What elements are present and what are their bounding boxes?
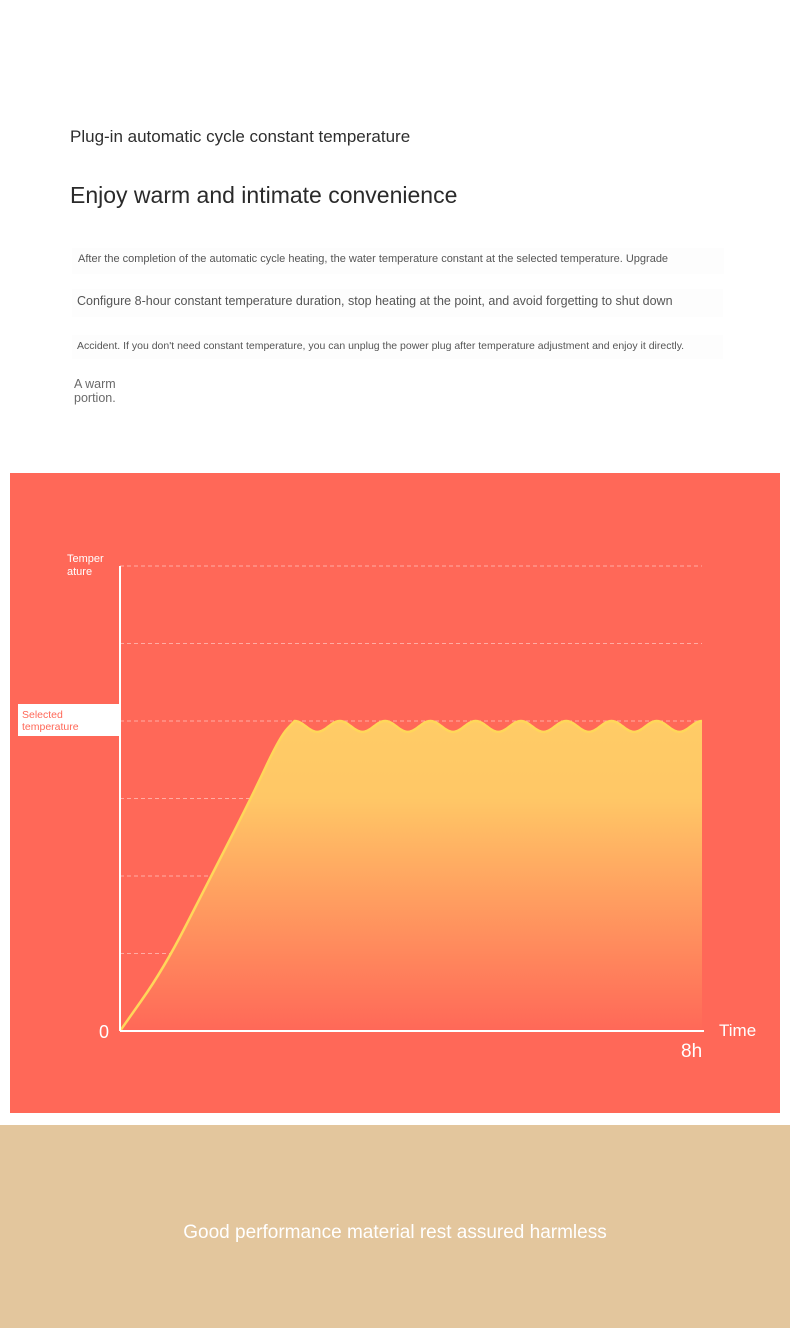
section-subtitle: Plug-in automatic cycle constant tempera… bbox=[70, 127, 411, 146]
selected-temperature-label-line-1: Selected bbox=[22, 709, 63, 721]
selected-temperature-box bbox=[18, 704, 120, 736]
temperature-curve bbox=[118, 719, 703, 1032]
footer-text: Good performance material rest assured h… bbox=[183, 1222, 607, 1243]
footer-banner bbox=[0, 1125, 790, 1328]
y-axis-label-line-1: Temper bbox=[67, 553, 104, 565]
x-axis-label: Time bbox=[719, 1021, 756, 1040]
intro-section: Plug-in automatic cycle constant tempera… bbox=[0, 0, 790, 470]
temperature-chart: Temper ature 0 Time 8h Selected temperat… bbox=[18, 553, 756, 1062]
selected-temperature-label-line-2: temperature bbox=[22, 721, 79, 733]
y-origin-label: 0 bbox=[99, 1022, 109, 1042]
x-end-tick-label: 8h bbox=[681, 1041, 702, 1062]
temperature-area bbox=[120, 721, 702, 1031]
warm-portion-note: A warm portion. bbox=[74, 377, 116, 405]
description-line-3: Accident. If you don't need constant tem… bbox=[72, 335, 723, 359]
description-line-2: Configure 8-hour constant temperature du… bbox=[72, 289, 723, 317]
temperature-chart-panel: Temper ature 0 Time 8h Selected temperat… bbox=[10, 473, 780, 1113]
description-line-1: After the completion of the automatic cy… bbox=[72, 248, 724, 274]
section-title: Enjoy warm and intimate convenience bbox=[70, 182, 458, 208]
y-axis-label-line-2: ature bbox=[67, 566, 92, 578]
